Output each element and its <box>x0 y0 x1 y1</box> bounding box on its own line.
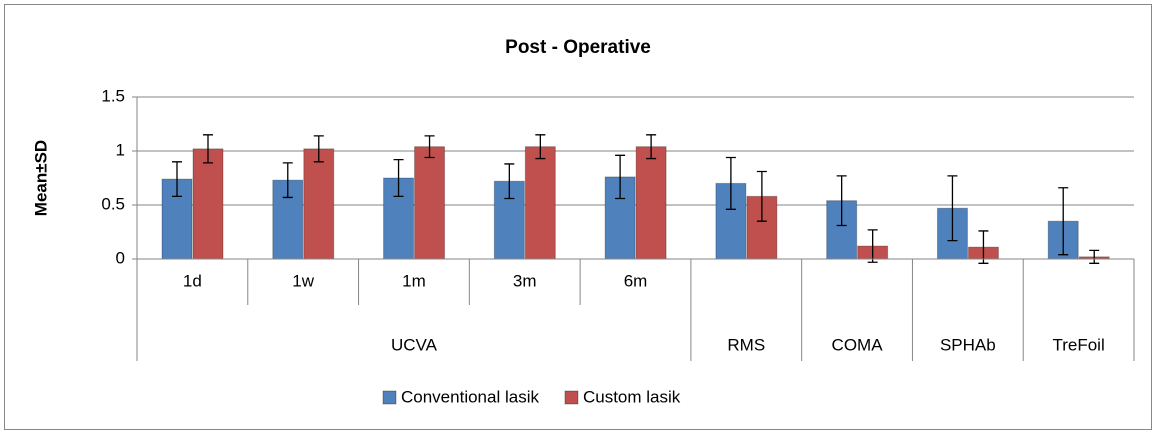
error-bar <box>1058 187 1069 256</box>
x-tick-label: 1w <box>292 271 314 290</box>
y-tick-label: 1.5 <box>101 86 125 105</box>
error-bar <box>1089 249 1100 264</box>
error-bar <box>836 175 847 227</box>
error-bar <box>313 135 324 163</box>
y-tick-label: 0 <box>116 248 125 267</box>
error-bar <box>615 154 626 200</box>
bar <box>303 148 335 260</box>
bar <box>635 146 667 260</box>
error-bar <box>424 135 435 159</box>
group-label: UCVA <box>391 335 438 354</box>
x-tick-label: 1m <box>402 271 426 290</box>
error-bar <box>393 158 404 198</box>
x-tick-label: 1d <box>183 271 202 290</box>
error-bar <box>646 134 657 160</box>
error-bar <box>172 161 182 198</box>
error-bar <box>535 134 546 160</box>
group-label: COMA <box>832 335 884 354</box>
bar <box>414 146 446 260</box>
bar <box>192 148 224 260</box>
legend-label: Conventional lasik <box>401 387 539 406</box>
y-tick-label: 0.5 <box>101 194 125 213</box>
chart-title: Post - Operative <box>505 37 651 58</box>
legend-swatch <box>382 390 397 405</box>
error-bar <box>504 163 515 200</box>
error-bar <box>978 230 989 264</box>
group-label: TreFoil <box>1052 335 1104 354</box>
error-bar <box>756 170 767 222</box>
error-bar <box>867 229 878 263</box>
legend-label: Custom lasik <box>583 387 681 406</box>
x-tick-label: 3m <box>513 271 537 290</box>
error-bar <box>203 134 213 164</box>
bar <box>524 146 556 260</box>
y-axis-label: Mean±SD <box>31 140 50 216</box>
x-tick-label: 6m <box>624 271 648 290</box>
error-bar <box>725 156 736 210</box>
legend-swatch <box>564 390 579 405</box>
error-bar <box>282 162 293 199</box>
error-bar <box>947 175 958 242</box>
y-tick-label: 1 <box>116 140 125 159</box>
group-label: SPHAb <box>940 335 996 354</box>
group-label: RMS <box>727 335 765 354</box>
